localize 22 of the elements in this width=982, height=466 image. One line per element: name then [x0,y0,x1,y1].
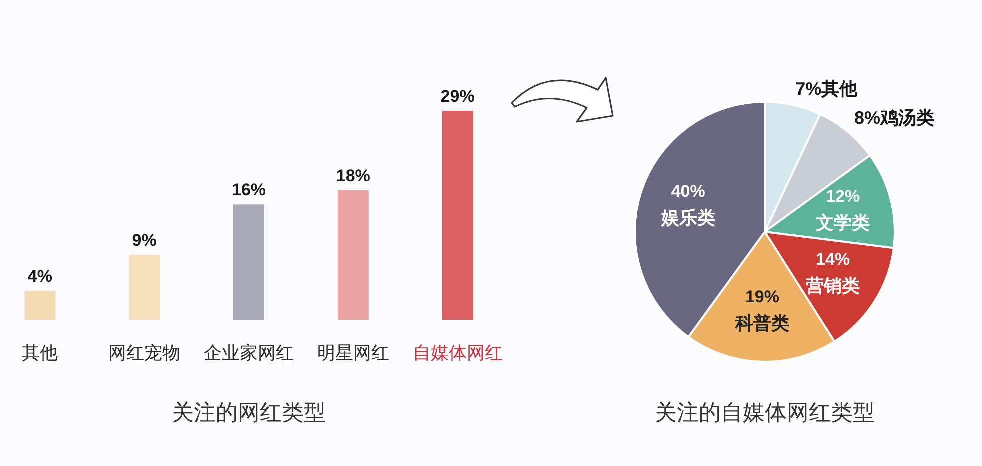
category-label: 网红宠物 [108,343,181,363]
category-label: 自媒体网红 [412,343,503,363]
slice-label: 7%其他 [796,78,858,99]
title: 关注的网红类型 [172,400,326,425]
category-label: 其他 [22,343,58,363]
category-label: 文学类 [816,212,870,233]
title: 关注的自媒体网红类型 [655,400,875,425]
category-label: 明星网红 [317,343,390,363]
category-label: 科普类 [735,314,790,334]
value-label: 12% [826,186,860,206]
value-label: 18% [336,166,370,186]
category-label: 企业家网红 [204,343,294,363]
value-label: 4% [28,267,52,286]
category-label: 娱乐类 [661,208,716,228]
category-label: 营销类 [806,276,860,296]
slice-label: 8%鸡汤类 [854,108,934,128]
value-label: 14% [816,250,850,270]
value-label: 9% [132,231,157,250]
value-label: 16% [232,180,266,200]
value-label: 19% [745,288,780,307]
value-label: 29% [440,87,475,106]
value-label: 40% [671,182,706,202]
